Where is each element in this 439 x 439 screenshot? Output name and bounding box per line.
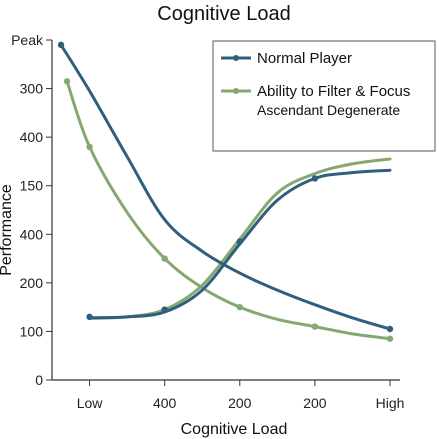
x-tick-label: 200 <box>228 395 252 411</box>
data-point-ability-to-filter-focus <box>386 335 394 342</box>
x-axis-title: Cognitive Load <box>181 421 288 438</box>
series-line-normal-player-1 <box>59 43 392 331</box>
legend: Normal Player Ability to Filter & Focus … <box>212 40 436 152</box>
chart-title: Cognitive Load <box>157 3 290 25</box>
legend-label-normal-player: Normal Player <box>257 50 352 67</box>
axes: 0 100 200 400 150 400 300 Peak Low 400 200 200 High <box>11 32 404 411</box>
y-tick-label: 150 <box>20 178 44 194</box>
data-point-normal-player <box>161 306 168 313</box>
data-point-normal-player <box>86 313 93 321</box>
data-point-ability-to-filter-focus <box>311 323 319 330</box>
y-tick-label: 400 <box>20 226 44 242</box>
y-tick-label: 0 <box>35 372 43 388</box>
y-tick-label: 300 <box>20 81 44 97</box>
legend-marker-filter-focus <box>233 88 239 94</box>
x-tick-label: Low <box>77 395 104 411</box>
legend-marker-normal-player <box>233 55 239 61</box>
x-tick-label: 200 <box>303 395 327 411</box>
legend-subtitle: Ascendant Degenerate <box>257 102 400 118</box>
data-point-ability-to-filter-focus <box>236 303 243 311</box>
data-point-ability-to-filter-focus <box>161 255 168 262</box>
x-tick-label: High <box>376 395 405 411</box>
y-tick-label: Peak <box>11 32 44 48</box>
data-point-normal-player <box>236 238 243 245</box>
data-point-ability-to-filter-focus <box>63 78 71 85</box>
series-line-ability-to-filter-focus-1 <box>65 79 392 341</box>
series-layer <box>57 41 394 342</box>
data-point-normal-player <box>386 325 394 333</box>
x-tick-label: 400 <box>153 395 177 411</box>
data-point-normal-player <box>311 175 319 182</box>
y-tick-label: 400 <box>20 129 44 145</box>
y-tick-label: 200 <box>20 275 44 291</box>
data-point-ability-to-filter-focus <box>86 143 93 151</box>
series-normal-player <box>57 41 394 333</box>
y-axis-title: Performance <box>0 184 15 276</box>
data-point-normal-player <box>57 41 65 49</box>
y-tick-label: 100 <box>20 323 44 339</box>
legend-label-filter-focus: Ability to Filter & Focus <box>257 83 410 100</box>
